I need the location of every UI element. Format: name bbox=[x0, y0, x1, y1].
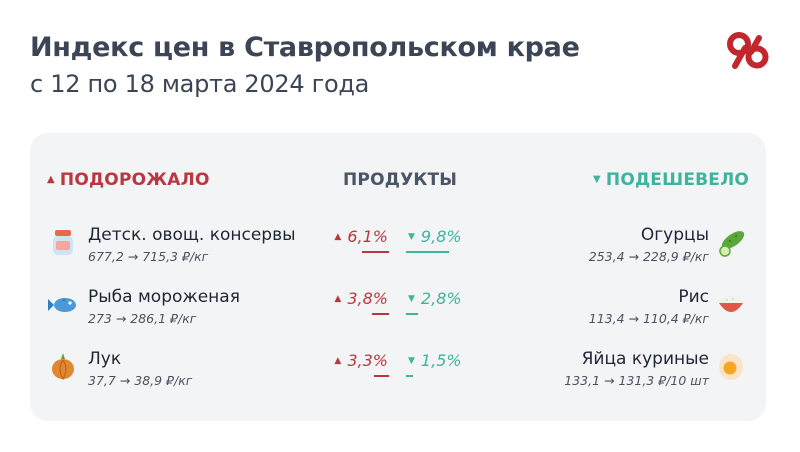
item-price: 677,2 → 715,3 ₽/кг bbox=[88, 249, 209, 264]
price-index-card bbox=[30, 133, 766, 421]
item-name: Рис bbox=[678, 287, 709, 307]
cucumber-icon bbox=[719, 231, 745, 257]
rice-bowl-icon bbox=[719, 296, 743, 312]
decrease-bar bbox=[406, 251, 449, 253]
decrease-percent: ▼ 2,8% bbox=[408, 289, 462, 308]
price-row-3: Лук 37,7 → 38,9 ₽/кг ▲ 3,3% ▼ 1,5% Яйца ку… bbox=[0, 349, 800, 411]
item-price: 253,4 → 228,9 ₽/кг bbox=[588, 249, 709, 264]
increase-bar bbox=[362, 251, 389, 253]
fish-icon bbox=[48, 298, 76, 312]
triangle-down-icon: ▼ bbox=[408, 232, 415, 242]
baby-food-jar-icon bbox=[53, 230, 73, 255]
item-price: 113,4 → 110,4 ₽/кг bbox=[588, 311, 709, 326]
increase-bar bbox=[372, 313, 389, 315]
decrease-bar bbox=[406, 375, 413, 377]
increase-percent: ▲ 6,1% bbox=[334, 227, 388, 246]
brand-logo-icon bbox=[727, 32, 769, 69]
page-subtitle: с 12 по 18 марта 2024 года bbox=[30, 70, 370, 98]
onion-icon bbox=[52, 353, 74, 381]
column-header-up: ▲ ПОДОРОЖАЛО bbox=[47, 170, 210, 190]
triangle-up-icon: ▲ bbox=[334, 294, 342, 304]
triangle-up-icon: ▲ bbox=[334, 232, 342, 242]
item-name: Детск. овощ. консервы bbox=[88, 225, 296, 245]
decrease-percent: ▼ 9,8% bbox=[408, 227, 462, 246]
column-header-products: ПРОДУКТЫ bbox=[343, 170, 458, 190]
egg-icon bbox=[719, 354, 743, 380]
item-name: Огурцы bbox=[640, 225, 709, 245]
triangle-up-icon: ▲ bbox=[334, 356, 342, 366]
decrease-bar bbox=[406, 313, 418, 315]
item-price: 37,7 → 38,9 ₽/кг bbox=[88, 373, 193, 388]
triangle-up-icon: ▲ bbox=[47, 174, 55, 185]
triangle-down-icon: ▼ bbox=[408, 356, 415, 366]
increase-percent: ▲ 3,3% bbox=[334, 351, 388, 370]
item-price: 133,1 → 131,3 ₽/10 шт bbox=[564, 373, 709, 388]
item-price: 273 → 286,1 ₽/кг bbox=[88, 311, 197, 326]
price-row-1: Детск. овощ. консервы 677,2 → 715,3 ₽/кг… bbox=[0, 225, 800, 287]
item-name: Рыба мороженая bbox=[88, 287, 240, 307]
item-name: Лук bbox=[88, 349, 122, 369]
page-title: Индекс цен в Ставропольском крае bbox=[30, 32, 580, 63]
column-header-down: ▼ ПОДЕШЕВЕЛО bbox=[593, 170, 750, 190]
price-row-2: Рыба мороженая 273 → 286,1 ₽/кг ▲ 3,8% ▼ 2… bbox=[0, 287, 800, 349]
increase-bar bbox=[374, 375, 389, 377]
item-name: Яйца куриные bbox=[581, 349, 709, 369]
decrease-percent: ▼ 1,5% bbox=[408, 351, 462, 370]
increase-percent: ▲ 3,8% bbox=[334, 289, 388, 308]
triangle-down-icon: ▼ bbox=[408, 294, 415, 304]
triangle-down-icon: ▼ bbox=[593, 174, 601, 185]
